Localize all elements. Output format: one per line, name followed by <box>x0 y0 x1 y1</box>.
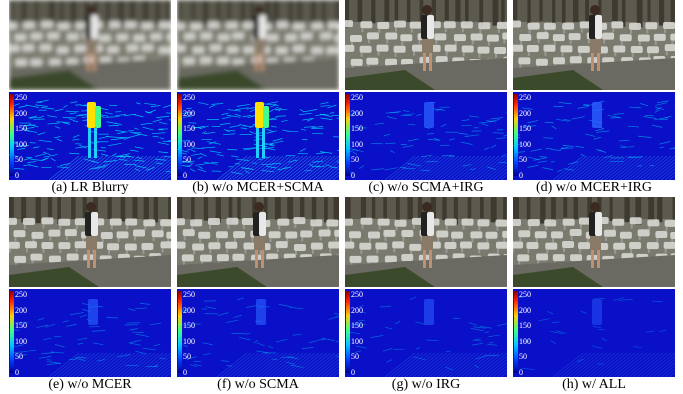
colorbar-tick-label: 100 <box>183 336 195 346</box>
colorbar-tick-label: 0 <box>351 171 355 180</box>
colorbar-tick-label: 150 <box>351 321 363 331</box>
panel-h-photo <box>513 197 675 287</box>
panel-e-error-map: 250 200 150 100 50 0 <box>9 289 171 377</box>
colorbar-tick-label: 200 <box>183 108 195 118</box>
panel-c-error-map: 250 200 150 100 50 0 <box>345 92 507 180</box>
colorbar-tick-label: 0 <box>519 171 523 180</box>
panel-e-error-map-image <box>9 289 171 377</box>
colorbar-tick-label: 250 <box>183 290 195 299</box>
panel-d-error-map-image <box>513 92 675 180</box>
panel-b-photo <box>177 0 339 90</box>
colorbar <box>346 94 350 176</box>
panel-d-photo-image <box>513 0 675 90</box>
colorbar-tick-label: 150 <box>183 124 195 134</box>
panel-e-photo <box>9 197 171 287</box>
colorbar-tick-label: 200 <box>519 108 531 118</box>
colorbar <box>10 94 14 176</box>
colorbar-tick-label: 200 <box>351 305 363 315</box>
panel-c-caption: (c) w/o SCMA+IRG <box>368 180 484 195</box>
colorbar-tick-label: 250 <box>351 93 363 102</box>
panel-a-caption: (a) LR Blurry <box>51 180 129 195</box>
panel-b-error-map: 250 200 150 100 50 0 <box>177 92 339 180</box>
panel-g-error-map: 250 200 150 100 50 0 <box>345 289 507 377</box>
colorbar-tick-label: 250 <box>183 93 195 102</box>
panel-e-photo-image <box>9 197 171 287</box>
colorbar-tick-label: 250 <box>15 93 27 102</box>
panel-f-photo <box>177 197 339 287</box>
colorbar <box>346 291 350 373</box>
colorbar <box>514 291 518 373</box>
colorbar-tick-label: 200 <box>183 305 195 315</box>
panel-h-error-map: 250 200 150 100 50 0 <box>513 289 675 377</box>
colorbar-tick-label: 50 <box>519 155 527 165</box>
colorbar-tick-label: 200 <box>351 108 363 118</box>
colorbar-tick-label: 200 <box>15 108 27 118</box>
panel-c-error-map-image <box>345 92 507 180</box>
panel-a-photo <box>9 0 171 90</box>
colorbar-tick-label: 50 <box>519 352 527 362</box>
colorbar-tick-label: 100 <box>351 139 363 149</box>
colorbar-tick-label: 0 <box>15 171 19 180</box>
colorbar-tick-label: 200 <box>519 305 531 315</box>
colorbar-tick-label: 150 <box>519 124 531 134</box>
colorbar-tick-label: 50 <box>15 352 23 362</box>
colorbar-tick-label: 150 <box>183 321 195 331</box>
colorbar-tick-label: 100 <box>15 336 27 346</box>
panel-b-photo-image <box>177 0 339 90</box>
colorbar-tick-label: 250 <box>351 290 363 299</box>
panel-b-error-map-image <box>177 92 339 180</box>
panel-d-photo <box>513 0 675 90</box>
panel-h-caption: (h) w/ ALL <box>562 377 626 392</box>
colorbar-tick-label: 0 <box>183 368 187 377</box>
panel-g-photo-image <box>345 197 507 287</box>
panel-b-caption: (b) w/o MCER+SCMA <box>192 180 324 195</box>
panel-g-photo <box>345 197 507 287</box>
panel-a-photo-image <box>9 0 171 90</box>
colorbar-tick-label: 250 <box>519 93 531 102</box>
panel-h-error-map-image <box>513 289 675 377</box>
panel-f-photo-image <box>177 197 339 287</box>
colorbar-tick-label: 50 <box>351 155 359 165</box>
colorbar-tick-label: 200 <box>15 305 27 315</box>
colorbar <box>178 94 182 176</box>
colorbar-tick-label: 50 <box>15 155 23 165</box>
colorbar-tick-label: 250 <box>15 290 27 299</box>
colorbar-tick-label: 100 <box>519 139 531 149</box>
colorbar-tick-label: 100 <box>519 336 531 346</box>
panel-d-caption: (d) w/o MCER+IRG <box>535 180 652 195</box>
colorbar-tick-label: 100 <box>351 336 363 346</box>
colorbar-tick-label: 150 <box>15 124 27 134</box>
panel-f-caption: (f) w/o SCMA <box>217 377 299 392</box>
panel-g-error-map-image <box>345 289 507 377</box>
panel-h-photo-image <box>513 197 675 287</box>
colorbar-tick-label: 0 <box>519 368 523 377</box>
panel-f-error-map: 250 200 150 100 50 0 <box>177 289 339 377</box>
colorbar-tick-label: 0 <box>183 171 187 180</box>
colorbar-tick-label: 150 <box>519 321 531 331</box>
colorbar-tick-label: 100 <box>183 139 195 149</box>
colorbar <box>10 291 14 373</box>
panel-f-error-map-image <box>177 289 339 377</box>
panel-a-error-map-image <box>9 92 171 180</box>
colorbar-tick-label: 150 <box>15 321 27 331</box>
colorbar-tick-label: 50 <box>351 352 359 362</box>
ablation-figure: 250 200 150 100 50 0 (a) LR Blurry 250 200 150 1… <box>9 0 675 394</box>
colorbar-tick-label: 0 <box>15 368 19 377</box>
colorbar-tick-label: 50 <box>183 155 191 165</box>
panel-e-caption: (e) w/o MCER <box>48 377 132 392</box>
colorbar-tick-label: 100 <box>15 139 27 149</box>
colorbar-tick-label: 150 <box>351 124 363 134</box>
colorbar-tick-label: 0 <box>351 368 355 377</box>
colorbar-tick-label: 250 <box>519 290 531 299</box>
panel-g-caption: (g) w/o IRG <box>391 377 461 392</box>
panel-c-photo <box>345 0 507 90</box>
colorbar <box>178 291 182 373</box>
panel-a-error-map: 250 200 150 100 50 0 <box>9 92 171 180</box>
panel-c-photo-image <box>345 0 507 90</box>
panel-d-error-map: 250 200 150 100 50 0 <box>513 92 675 180</box>
colorbar <box>514 94 518 176</box>
colorbar-tick-label: 50 <box>183 352 191 362</box>
